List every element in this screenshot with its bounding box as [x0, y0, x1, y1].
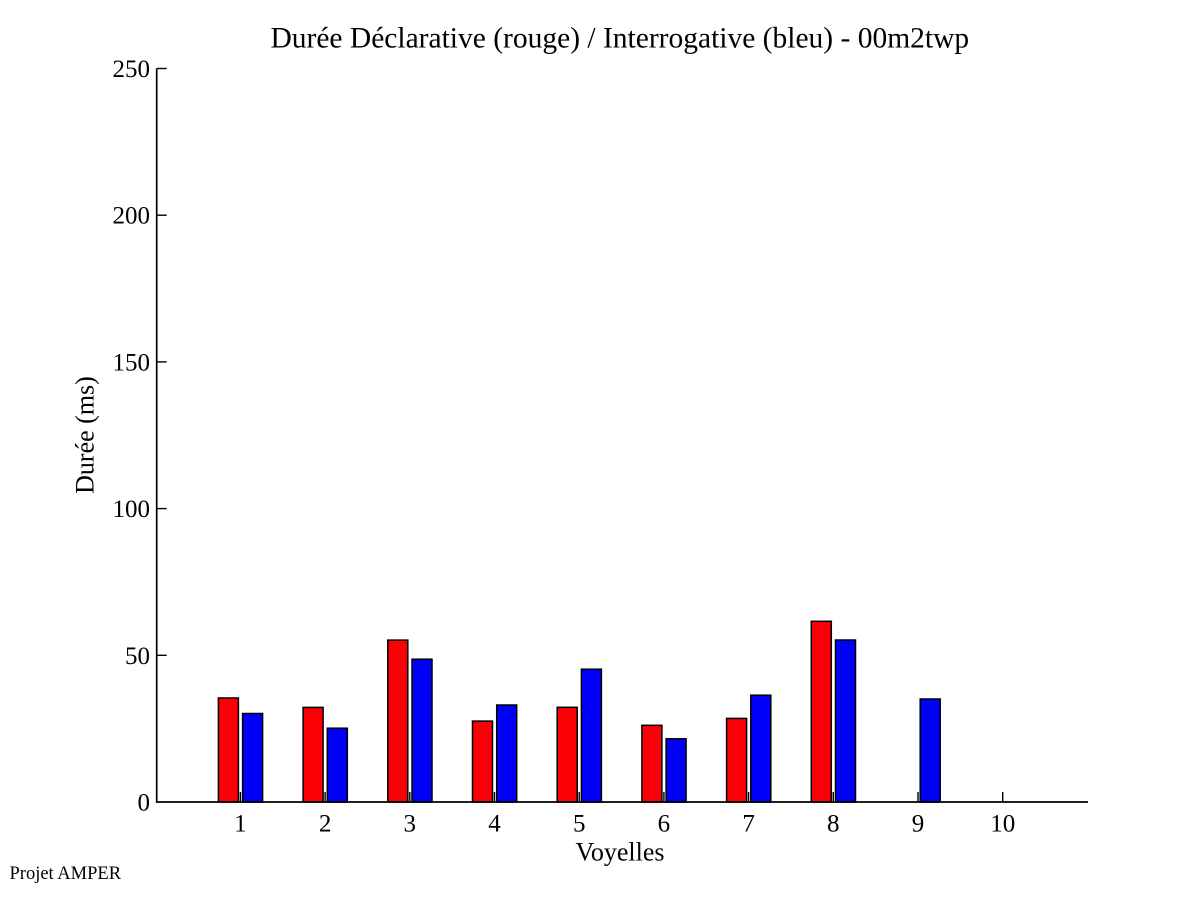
- svg-text:0: 0: [138, 790, 151, 817]
- svg-text:Voyelles: Voyelles: [575, 838, 664, 867]
- svg-text:2: 2: [319, 811, 332, 838]
- svg-text:50: 50: [125, 643, 150, 670]
- svg-text:10: 10: [990, 811, 1015, 838]
- svg-text:5: 5: [573, 811, 586, 838]
- svg-text:7: 7: [742, 811, 755, 838]
- svg-text:150: 150: [113, 349, 151, 376]
- svg-text:4: 4: [488, 811, 501, 838]
- svg-text:6: 6: [658, 811, 671, 838]
- svg-text:1: 1: [234, 811, 247, 838]
- svg-text:9: 9: [912, 811, 925, 838]
- svg-text:Durée (ms): Durée (ms): [71, 376, 100, 494]
- svg-text:3: 3: [404, 811, 417, 838]
- svg-text:Projet AMPER: Projet AMPER: [10, 864, 122, 884]
- svg-text:100: 100: [113, 496, 151, 523]
- svg-text:8: 8: [827, 811, 840, 838]
- svg-text:200: 200: [113, 203, 151, 230]
- svg-text:250: 250: [113, 56, 151, 83]
- svg-text:Durée Déclarative (rouge) / In: Durée Déclarative (rouge) / Interrogativ…: [270, 23, 969, 55]
